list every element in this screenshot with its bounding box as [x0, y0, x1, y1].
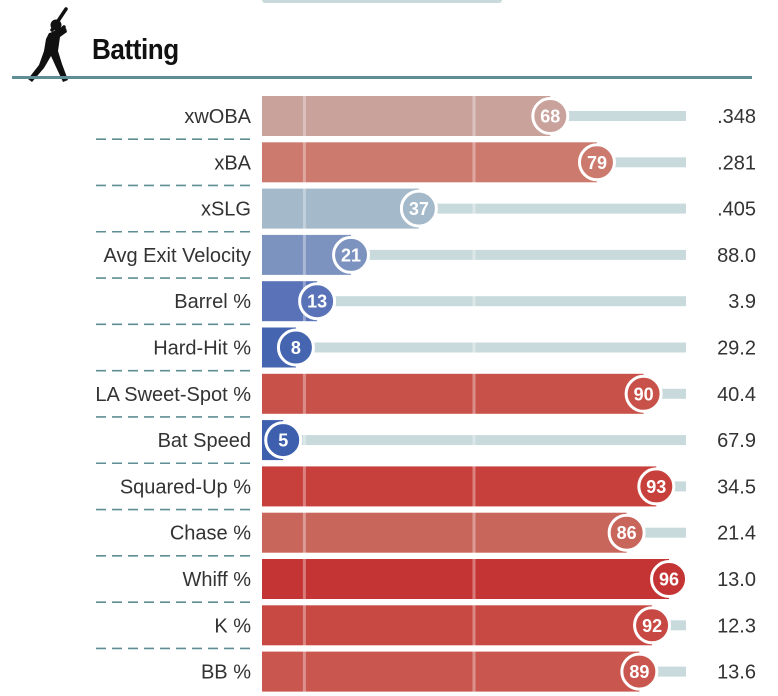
metric-label: Squared-Up % — [120, 476, 251, 498]
bar-2 — [262, 188, 419, 229]
metric-value: 12.3 — [717, 615, 756, 637]
percentile-badge — [633, 606, 672, 645]
percentile-label: 21 — [341, 245, 361, 265]
metric-value: 13.0 — [717, 569, 756, 591]
percentile-badge — [637, 467, 676, 506]
metric-label: K % — [214, 615, 251, 637]
percentile-label: 68 — [540, 107, 560, 127]
percentile-badge — [298, 282, 337, 321]
bar-8 — [262, 466, 657, 507]
metric-label: Chase % — [170, 523, 251, 545]
percentile-label: 5 — [278, 431, 288, 451]
percentile-badges: 68 79 37 21 13 8 90 5 93 86 96 92 89 — [264, 97, 689, 691]
metric-label: xBA — [214, 152, 251, 174]
metric-label: xSLG — [201, 199, 251, 221]
bar-12 — [262, 651, 640, 692]
metric-value: 34.5 — [717, 476, 756, 498]
track-4 — [262, 296, 686, 307]
metric-label: Barrel % — [174, 291, 251, 313]
bar-10 — [262, 559, 670, 599]
section-title: Batting — [92, 34, 179, 66]
metric-label: Bat Speed — [158, 430, 251, 452]
track-7 — [262, 435, 686, 446]
metric-value: .281 — [717, 152, 756, 174]
percentile-label: 79 — [587, 153, 607, 173]
percentile-badge — [607, 513, 646, 552]
percentile-badge — [577, 143, 616, 182]
metric-value: .348 — [717, 106, 756, 128]
bar-9 — [262, 512, 627, 553]
reference-lines — [302, 96, 476, 692]
row-dividers — [96, 138, 254, 650]
metric-value: 3.9 — [728, 291, 756, 313]
metric-label: xwOBA — [184, 106, 251, 128]
metric-label: Avg Exit Velocity — [104, 245, 251, 267]
section-divider — [12, 76, 752, 79]
metric-value: .405 — [717, 199, 756, 221]
percentile-badge — [276, 328, 315, 367]
percentile-label: 8 — [291, 338, 301, 358]
metric-value: 29.2 — [717, 338, 756, 360]
percentile-label: 37 — [409, 199, 429, 219]
bar-11 — [262, 605, 653, 646]
metric-label: BB % — [201, 662, 251, 684]
percentile-label: 92 — [642, 616, 662, 636]
percentile-label: 90 — [634, 384, 654, 404]
percentile-label: 13 — [307, 292, 327, 312]
metric-label: Hard-Hit % — [153, 338, 251, 360]
bar-6 — [262, 373, 644, 414]
metric-label: Whiff % — [182, 569, 251, 591]
bar-1 — [262, 142, 597, 183]
track-3 — [262, 249, 686, 260]
value-labels: .348 .281 .405 88.0 3.9 29.2 40.4 67.9 34.5 21.4 1… — [717, 106, 756, 684]
metric-labels: xwOBA xBA xSLG Avg Exit Velocity Barrel % Har… — [95, 106, 251, 684]
bar-0 — [262, 96, 551, 136]
metric-value: 13.6 — [717, 662, 756, 684]
metric-value: 88.0 — [717, 245, 756, 267]
percentile-badge — [650, 560, 689, 598]
percentile-label: 86 — [617, 523, 637, 543]
previous-section-bar — [262, 0, 502, 3]
metric-value: 21.4 — [717, 523, 756, 545]
metric-label: LA Sweet-Spot % — [95, 384, 251, 406]
percentile-label: 93 — [646, 477, 666, 497]
track-5 — [262, 342, 686, 353]
percentile-badge — [624, 374, 663, 413]
batter-silhouette-icon — [28, 7, 68, 82]
percentile-badge — [399, 189, 438, 228]
section-header: Batting — [0, 0, 778, 82]
percentile-badge — [620, 652, 659, 691]
percentile-badge — [264, 421, 303, 460]
metric-value: 40.4 — [717, 384, 756, 406]
percentile-badge — [531, 97, 570, 135]
percentile-label: 96 — [659, 570, 679, 590]
metric-value: 67.9 — [717, 430, 756, 452]
percentile-badge — [332, 235, 371, 274]
percentile-label: 89 — [629, 662, 649, 682]
track-2 — [262, 203, 686, 214]
percentile-bars — [262, 96, 670, 692]
